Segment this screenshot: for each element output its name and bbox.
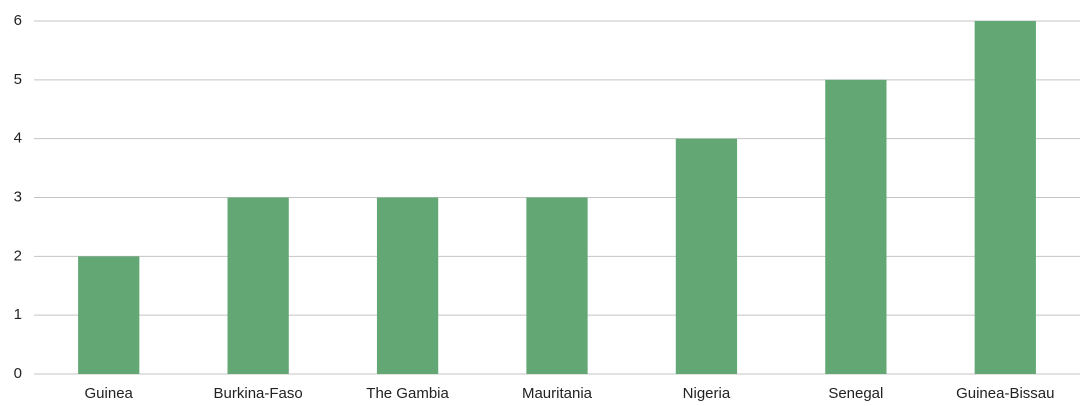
x-tick-label: Nigeria <box>683 385 731 402</box>
bar <box>78 256 140 374</box>
y-tick-label: 3 <box>14 188 22 205</box>
y-tick-label: 6 <box>14 12 22 29</box>
bar <box>376 197 439 374</box>
x-tick-label: Guinea-Bissau <box>956 385 1054 402</box>
bar <box>675 138 738 374</box>
y-tick-label: 1 <box>14 306 22 323</box>
x-tick-label: Mauritania <box>522 385 593 402</box>
x-tick-label: Burkina-Faso <box>214 385 303 402</box>
y-tick-label: 0 <box>14 365 22 382</box>
bar <box>526 197 588 374</box>
bar <box>227 197 289 374</box>
x-tick-label: Senegal <box>828 385 883 402</box>
y-tick-label: 4 <box>14 130 22 147</box>
y-tick-label: 2 <box>14 247 22 264</box>
bar <box>825 79 887 374</box>
x-tick-label: Guinea <box>85 385 134 402</box>
x-tick-label: The Gambia <box>366 385 449 402</box>
bar <box>974 21 1036 374</box>
y-tick-label: 5 <box>14 71 22 88</box>
